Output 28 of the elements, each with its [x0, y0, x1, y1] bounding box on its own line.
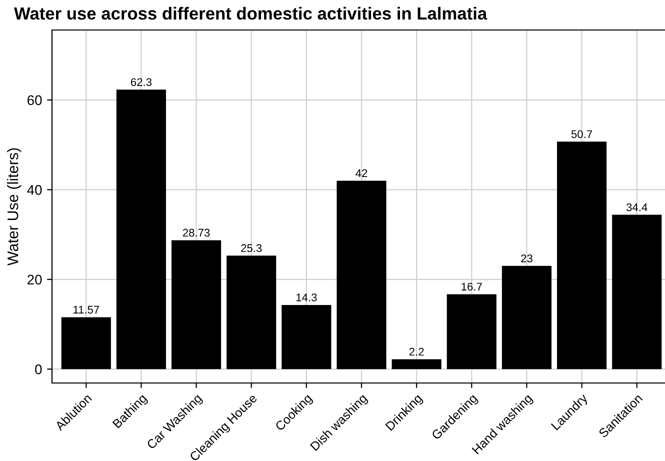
bar	[502, 266, 552, 370]
y-tick-label: 0	[35, 364, 42, 374]
data-label: 2.2	[409, 348, 424, 356]
data-label: 25.3	[241, 244, 262, 252]
bar	[226, 256, 276, 370]
bar	[172, 240, 222, 370]
bar	[61, 317, 111, 370]
bar	[282, 304, 332, 370]
bar	[392, 359, 442, 370]
data-label: 50.7	[571, 130, 592, 138]
data-label: 42	[356, 169, 368, 178]
data-label: 11.57	[74, 306, 100, 314]
bar	[116, 90, 166, 370]
data-label: 14.3	[296, 294, 317, 302]
bar	[612, 214, 662, 370]
data-label: 62.3	[130, 78, 152, 86]
data-label: 34.4	[626, 203, 648, 212]
y-axis-title: Water Use (liters)	[7, 148, 22, 266]
chart-title: Water use across different domestic activities in Lalmatia	[14, 6, 488, 20]
y-tick-label: 40	[27, 185, 42, 195]
y-tick-label: 60	[28, 95, 42, 106]
data-label: 16.7	[462, 282, 482, 291]
y-tick-label: 20	[28, 274, 42, 285]
data-label: 23	[521, 254, 532, 262]
bar	[557, 142, 607, 370]
bar	[336, 180, 386, 370]
data-label: 28.73	[182, 228, 210, 237]
bar	[446, 294, 496, 370]
